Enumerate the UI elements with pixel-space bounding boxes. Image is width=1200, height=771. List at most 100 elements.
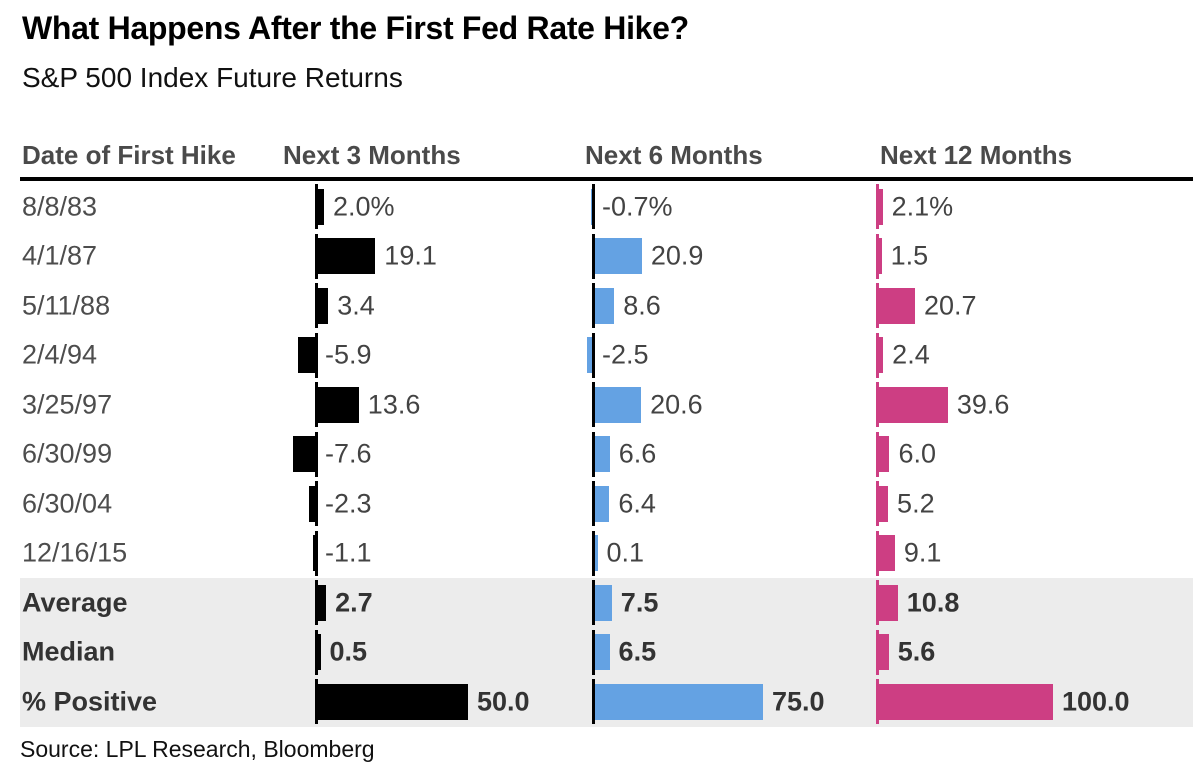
bar-12mo [879,287,916,324]
bar-cell-6mo: 20.9 [592,232,893,282]
baseline-tick [876,382,879,427]
baseline-tick [592,580,595,625]
table-row: 12/16/15 -1.1 0.1 9.1 [20,529,1193,579]
baseline-tick [876,679,879,724]
bar-value: 2.0% [333,191,395,222]
bar-cell-3mo: -2.3 [309,479,616,529]
page-subtitle: S&P 500 Index Future Returns [22,62,403,93]
baseline-tick [315,629,318,675]
bar-cell-6mo: 6.5 [592,628,893,678]
header-next-3-months: Next 3 Months [283,140,461,170]
bar-cell-12mo: 20.7 [876,281,1177,331]
bar-value: 2.4 [892,339,930,370]
bar-cell-3mo: 13.6 [315,380,616,430]
baseline-tick [315,530,318,576]
bar-cell-12mo: 5.2 [876,479,1177,529]
baseline-tick [315,233,318,279]
bar-3mo [318,287,329,324]
bar-6mo [595,634,610,670]
bar-value: 0.5 [329,636,368,667]
bar-6mo [595,287,615,324]
bar-6mo [595,485,610,522]
bar-value: 19.1 [384,240,437,271]
bar-3mo [318,188,324,225]
bar-value: 13.6 [367,389,421,420]
bar-value: 50.0 [477,686,530,717]
baseline-tick [315,481,318,526]
bar-cell-3mo: 2.7 [315,578,616,628]
baseline-tick [876,233,879,279]
bar-6mo [595,683,763,720]
bar-value: 2.1% [891,191,954,222]
bar-3mo [312,535,316,571]
bar-3mo [293,436,316,472]
bar-value: 8.6 [623,290,661,321]
bar-12mo [879,337,884,373]
bar-value: 20.9 [650,240,704,271]
bar-cell-12mo: 100.0 [876,677,1177,727]
row-label: 5/11/88 [22,290,111,321]
page-title: What Happens After the First Fed Rate Hi… [22,10,689,46]
table-row: 2/4/94 -5.9 -2.5 2.4 [20,331,1193,381]
summary-row: % Positive 50.0 75.0 100.0 [20,677,1193,727]
bar-3mo [309,485,316,522]
header-next-12-months: Next 12 Months [880,140,1073,170]
bar-6mo [590,188,593,225]
bar-12mo [879,683,1053,720]
bar-value: 6.0 [898,438,936,469]
baseline-tick [876,530,879,576]
bar-value: 10.8 [906,587,960,618]
baseline-tick [315,283,318,328]
bar-cell-3mo: -7.6 [293,430,616,480]
bar-value: 75.0 [772,686,825,717]
table-row: 6/30/04 -2.3 6.4 5.2 [20,479,1193,529]
row-label: 3/25/97 [22,389,113,420]
bar-value: 6.5 [618,636,657,667]
bar-cell-6mo: -0.7% [590,182,893,232]
bar-value: 9.1 [903,537,942,568]
bar-cell-6mo: 0.1 [592,529,893,579]
bar-value: 6.4 [618,488,656,519]
bar-value: 0.1 [606,537,645,568]
baseline-tick [315,332,318,378]
header-rule [20,177,1193,181]
bar-value: -2.5 [602,339,649,370]
bar-cell-12mo: 9.1 [876,529,1177,579]
baseline-tick [315,431,318,477]
baseline-tick [592,184,595,229]
bar-value: 6.6 [618,438,657,469]
bar-6mo [595,535,598,571]
bar-value: -2.3 [325,488,372,519]
bar-cell-3mo: -1.1 [312,529,616,579]
baseline-tick [876,629,879,675]
bar-cell-12mo: 6.0 [876,430,1177,480]
bar-cell-6mo: -2.5 [587,331,893,381]
bar-cell-6mo: 8.6 [592,281,893,331]
baseline-tick [876,580,879,625]
header-next-6-months: Next 6 Months [585,140,763,170]
bar-cell-3mo: 0.5 [315,628,616,678]
baseline-tick [592,431,595,477]
source-note: Source: LPL Research, Bloomberg [20,736,375,762]
bar-table: 8/8/83 2.0% -0.7% 2.1% 4/1/87 19.1 20.9 1.5 5/11… [20,182,1193,727]
bar-6mo [595,238,642,274]
bar-value: 3.4 [337,290,375,321]
row-label: Median [22,636,116,667]
baseline-tick [876,184,879,229]
bar-cell-3mo: -5.9 [298,331,616,381]
bar-cell-12mo: 2.4 [876,331,1177,381]
summary-row: Median 0.5 6.5 5.6 [20,627,1193,678]
baseline-tick [315,679,318,724]
bar-cell-6mo: 6.6 [592,430,893,480]
bar-value: 5.6 [897,636,936,667]
row-label: 6/30/99 [22,438,113,469]
table-row: 5/11/88 3.4 8.6 20.7 [20,281,1193,331]
baseline-tick [876,431,879,477]
row-label: % Positive [22,686,158,717]
bar-12mo [879,238,882,274]
bar-value: 5.2 [897,488,935,519]
bar-cell-6mo: 6.4 [592,479,893,529]
bar-cell-6mo: 7.5 [592,578,893,628]
row-label: 2/4/94 [22,339,98,370]
